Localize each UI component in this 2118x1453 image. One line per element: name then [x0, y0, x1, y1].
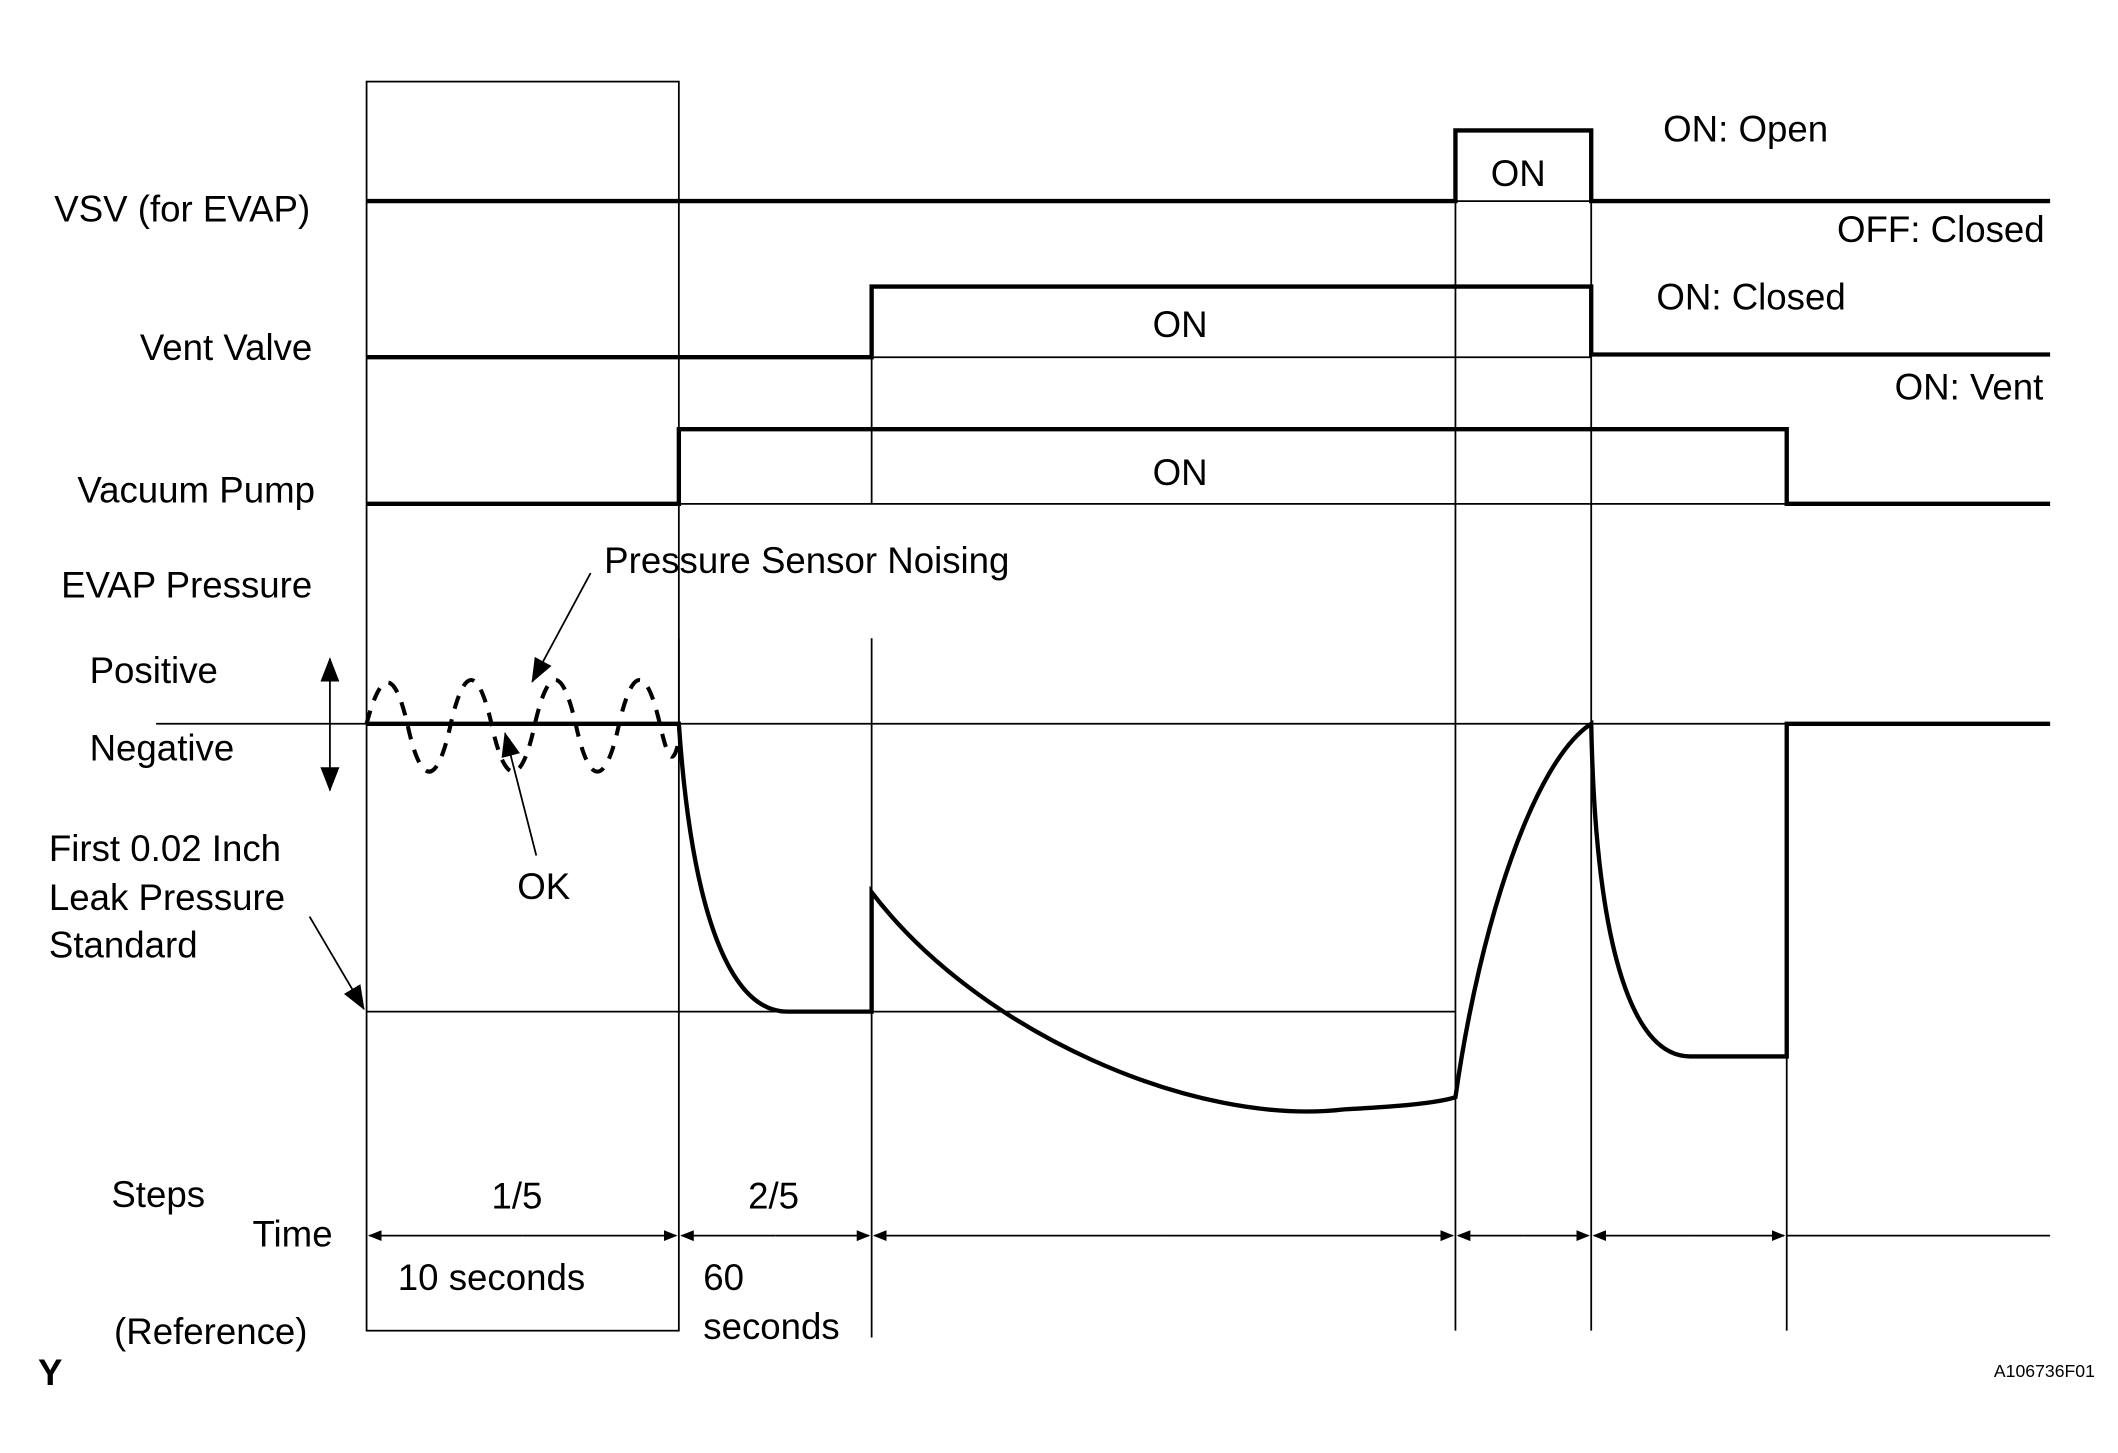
vent-valve-label: Vent Valve: [140, 327, 312, 368]
sensor-noise-waveform: [364, 677, 681, 774]
negative-label: Negative: [90, 727, 235, 768]
reference-label: (Reference): [114, 1311, 307, 1352]
vent-valve-off-state: ON: Vent: [1895, 366, 2044, 407]
vent-valve-on-state: ON: Closed: [1656, 277, 1845, 318]
noise-note: Pressure Sensor Noising: [604, 540, 1009, 581]
step-2-label: 2/5: [748, 1175, 799, 1216]
noise-pointer-arrow: [531, 572, 592, 683]
evap-pressure-waveform: [366, 719, 2051, 1114]
step-2-duration-value: 60: [703, 1257, 744, 1298]
reference-lines: [156, 80, 2051, 1338]
positive-label: Positive: [90, 650, 218, 691]
standard-label-line3: Standard: [49, 924, 198, 965]
vent-valve-on-label: ON: [1153, 304, 1208, 345]
steps-label: Steps: [111, 1174, 205, 1215]
step-1-label: 1/5: [491, 1175, 542, 1216]
vent-valve-waveform: [366, 284, 2051, 360]
vacuum-pump-on-label: ON: [1153, 452, 1208, 493]
step1-box: [365, 80, 680, 1332]
ok-note: OK: [517, 866, 571, 907]
figure-id: A106736F01: [1994, 1361, 2095, 1381]
vsv-on-state: ON: Open: [1663, 108, 1828, 149]
vacuum-pump-label: Vacuum Pump: [77, 469, 315, 510]
vsv-label: VSV (for EVAP): [54, 188, 310, 229]
step-2-duration-unit: seconds: [703, 1306, 839, 1347]
step-1-duration: 10 seconds: [398, 1257, 585, 1298]
standard-label-line1: First 0.02 Inch: [49, 828, 281, 869]
time-label: Time: [253, 1213, 333, 1254]
ok-pointer-arrow: [501, 731, 538, 856]
evap-pressure-label: EVAP Pressure: [61, 565, 312, 606]
vacuum-pump-waveform: [366, 426, 2051, 507]
vsv-waveform: [366, 128, 2051, 204]
standard-pointer-arrow: [308, 916, 365, 1011]
standard-label-line2: Leak Pressure: [49, 877, 285, 918]
corner-mark: Y: [38, 1352, 62, 1393]
vsv-on-label: ON: [1491, 153, 1546, 194]
vsv-off-state: OFF: Closed: [1837, 209, 2045, 250]
